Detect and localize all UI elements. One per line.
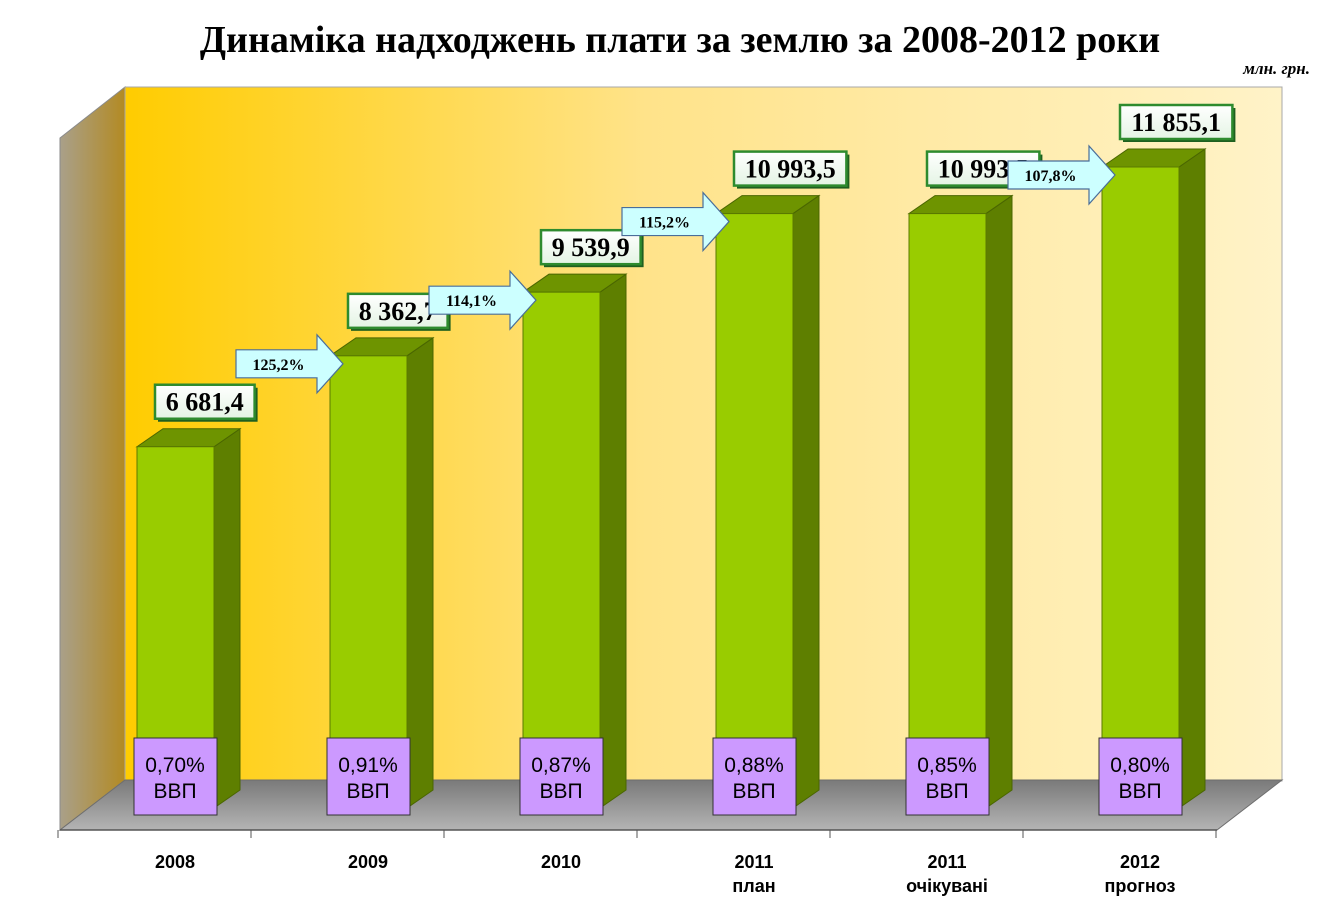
growth-label: 114,1% xyxy=(446,293,497,310)
gdp-box-bg xyxy=(905,737,990,816)
value-label-text: 10 993,5 xyxy=(745,155,836,184)
x-tick-label: 2008 xyxy=(155,852,195,872)
value-label-box xyxy=(153,383,256,420)
x-axis-ticks xyxy=(57,830,1217,838)
gdp-unit: ВВП xyxy=(153,780,196,803)
growth-arrow-1: 114,1% xyxy=(428,269,537,331)
arrow-shape xyxy=(428,269,537,331)
bar-front xyxy=(1101,166,1180,809)
bar-side xyxy=(213,427,241,809)
gdp-percent: 0,87% xyxy=(531,754,591,777)
bar-side xyxy=(406,336,434,809)
x-tick-label: 2010 xyxy=(541,852,581,872)
gdp-percent: 0,85% xyxy=(917,754,977,777)
gdp-box-1: 0,91% ВВП xyxy=(326,737,411,816)
gdp-box-bg xyxy=(1098,737,1183,816)
growth-arrows: 125,2% 114,1% 115,2% 107,8% xyxy=(235,144,1116,395)
gdp-box-3: 0,88% ВВП xyxy=(712,737,797,816)
growth-label: 125,2% xyxy=(253,357,305,374)
chart-title: Динаміка надходжень плати за землю за 20… xyxy=(200,19,1160,61)
bar-front xyxy=(715,213,794,809)
value-label-5: 11 855,1 xyxy=(1118,103,1236,142)
x-tick-label: 2012 xyxy=(1120,852,1160,872)
bar-side xyxy=(1178,148,1206,809)
x-tick-label: план xyxy=(732,876,775,896)
gdp-box-0: 0,70% ВВП xyxy=(133,737,218,816)
growth-arrow-0: 125,2% xyxy=(235,333,344,395)
value-label-0: 6 681,4 xyxy=(153,383,258,422)
gdp-percent: 0,70% xyxy=(145,754,205,777)
gdp-boxes: 0,70% ВВП 0,91% ВВП 0,87% ВВП 0,88% ВВП 0,85% ВВП… xyxy=(133,737,1183,816)
x-tick-label: 2011 xyxy=(927,852,966,872)
arrow-shape xyxy=(1007,144,1116,206)
side-wall xyxy=(59,85,126,832)
unit-label: млн. грн. xyxy=(1242,59,1310,78)
bar-front xyxy=(329,355,408,809)
x-tick-labels: 2008 2009 2010 2011 план 2011 очікувані 2012 про… xyxy=(155,852,1176,896)
gdp-box-4: 0,85% ВВП xyxy=(905,737,990,816)
gdp-percent: 0,88% xyxy=(724,754,784,777)
gdp-unit: ВВП xyxy=(925,780,968,803)
x-tick-label: 2009 xyxy=(348,852,388,872)
bar-side xyxy=(985,194,1013,809)
bar-4 xyxy=(907,194,1014,809)
value-labels: 6 681,48 362,79 539,910 993,5 10 993,511 … xyxy=(153,103,1236,422)
value-label-box xyxy=(732,150,848,187)
x-tick-label: 2011 xyxy=(734,852,773,872)
x-tick-label: очікувані xyxy=(906,876,988,896)
value-label-3: 10 993,5 xyxy=(732,150,850,189)
bar-5 xyxy=(1100,148,1207,809)
gdp-box-bg xyxy=(519,737,604,816)
gdp-box-2: 0,87% ВВП xyxy=(519,737,604,816)
x-tick-label: прогноз xyxy=(1105,876,1176,896)
gdp-unit: ВВП xyxy=(732,780,775,803)
bar-3 xyxy=(714,194,821,809)
arrow-shape xyxy=(621,191,730,253)
value-label-text: 6 681,4 xyxy=(166,388,244,417)
bar-front xyxy=(908,213,987,809)
bar-side xyxy=(792,194,820,809)
gdp-box-5: 0,80% ВВП xyxy=(1098,737,1183,816)
gdp-box-bg xyxy=(712,737,797,816)
bar-1 xyxy=(328,336,435,809)
value-label-box xyxy=(1118,103,1234,141)
value-label-text: 11 855,1 xyxy=(1131,108,1221,137)
gdp-percent: 0,80% xyxy=(1110,754,1170,777)
gdp-box-bg xyxy=(133,737,218,816)
value-label-text: 8 362,7 xyxy=(359,297,437,326)
gdp-unit: ВВП xyxy=(539,780,582,803)
bar-side xyxy=(599,273,627,809)
bars xyxy=(135,148,1207,809)
gdp-unit: ВВП xyxy=(346,780,389,803)
value-label-2: 9 539,9 xyxy=(539,228,644,268)
gdp-unit: ВВП xyxy=(1118,780,1161,803)
bar-2 xyxy=(521,273,628,809)
growth-arrow-2: 115,2% xyxy=(621,191,730,253)
arrow-shape xyxy=(235,333,344,395)
growth-label: 115,2% xyxy=(639,215,690,232)
value-label-text: 9 539,9 xyxy=(552,233,630,262)
growth-arrow-3: 107,8% xyxy=(1007,144,1116,206)
gdp-box-bg xyxy=(326,737,411,816)
growth-label: 107,8% xyxy=(1025,168,1077,185)
gdp-percent: 0,91% xyxy=(338,754,398,777)
bar-front xyxy=(522,291,601,809)
